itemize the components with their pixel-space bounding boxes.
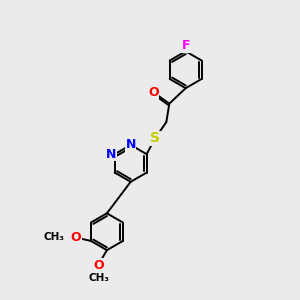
Text: O: O: [71, 231, 81, 244]
Text: CH₃: CH₃: [88, 273, 109, 283]
Text: N: N: [106, 148, 116, 161]
Text: O: O: [148, 86, 159, 99]
Text: O: O: [94, 259, 104, 272]
Text: CH₃: CH₃: [43, 232, 64, 242]
Text: N: N: [125, 138, 136, 152]
Text: S: S: [150, 131, 160, 146]
Text: F: F: [182, 40, 190, 52]
